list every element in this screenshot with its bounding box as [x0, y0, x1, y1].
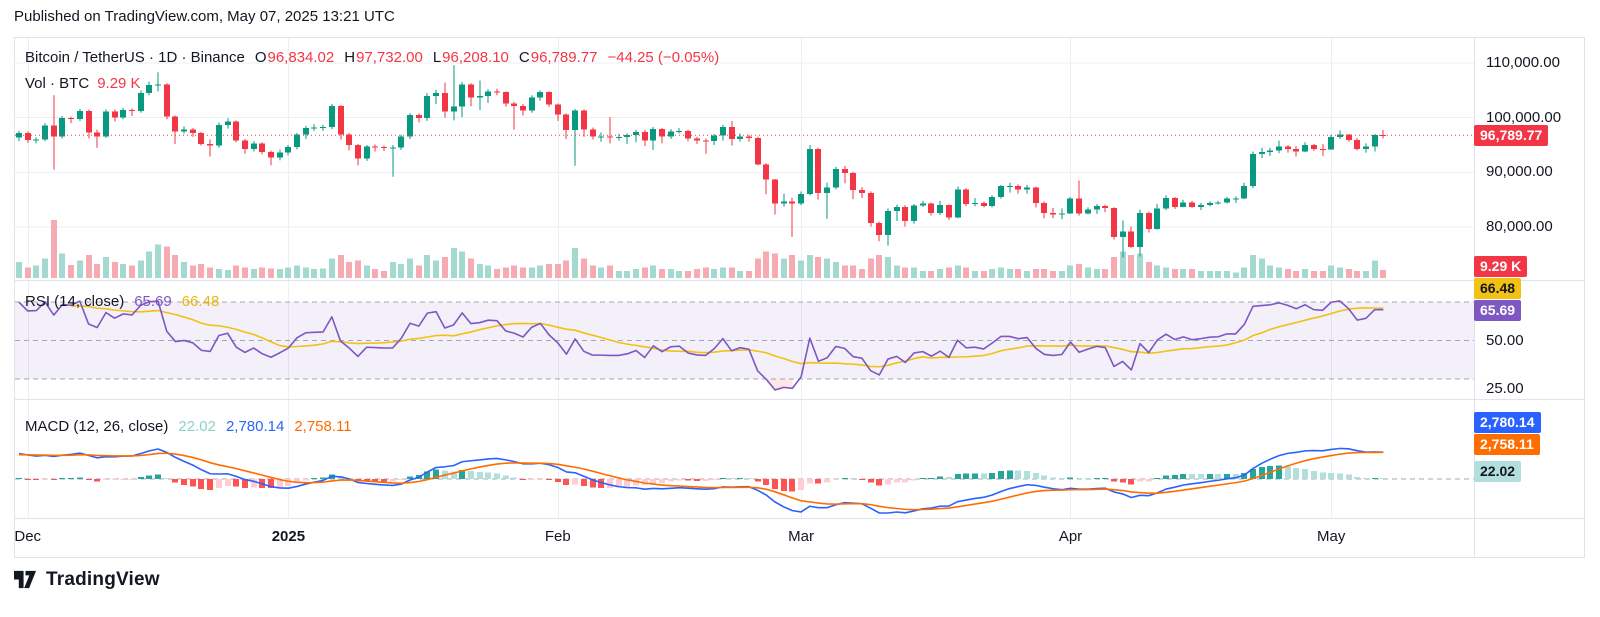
price-scale-tick: 90,000.00: [1486, 163, 1553, 181]
ohlc-high: H 97,732.00: [344, 49, 423, 66]
time-axis-label: May: [1317, 528, 1346, 545]
close-value: 96,789.77: [530, 49, 598, 66]
footer-brand[interactable]: TradingView: [14, 568, 160, 591]
macd-histogram-badge: 22.02: [1474, 461, 1522, 482]
macd-badge: 2,780.14: [1474, 412, 1541, 433]
last-price-badge: 96,789.77: [1474, 125, 1549, 146]
macd-label[interactable]: MACD (12, 26, close): [25, 418, 169, 435]
volume-badge: 9.29 K: [1474, 256, 1528, 277]
change-value: −44.25 (−0.05%): [607, 49, 720, 66]
chart-container[interactable]: Bitcoin / TetherUS · 1D · Binance O 96,8…: [14, 37, 1585, 558]
low-value: 96,208.10: [442, 49, 509, 66]
volume-legend: Vol · BTC 9.29 K: [25, 75, 141, 92]
open-value: 96,834.02: [267, 49, 335, 66]
rsi-ma-badge: 66.48: [1474, 278, 1522, 299]
rsi-badge: 65.69: [1474, 300, 1522, 321]
macd-value: 2,780.14: [225, 418, 285, 435]
ohlc-close: C 96,789.77: [518, 49, 598, 66]
rsi-ma-value: 66.48: [181, 293, 220, 310]
price-scale-tick: 100,000.00: [1486, 108, 1562, 126]
published-caption: Published on TradingView.com, May 07, 20…: [14, 8, 395, 25]
time-axis-label: Feb: [544, 528, 571, 545]
chart-canvas[interactable]: [15, 38, 1584, 557]
time-axis-label: Dec: [14, 528, 42, 545]
rsi-legend: RSI (14, close) 65.69 66.48: [25, 293, 219, 310]
volume-label[interactable]: Vol · BTC: [25, 75, 90, 92]
time-axis-label: Apr: [1058, 528, 1083, 545]
macd-histogram-value: 22.02: [178, 418, 216, 435]
tradingview-logo-icon: [14, 570, 37, 589]
symbol-legend: Bitcoin / TetherUS · 1D · Binance O 96,8…: [25, 49, 719, 66]
rsi-value: 65.69: [134, 293, 172, 310]
rsi-scale-tick: 50.00: [1486, 331, 1524, 349]
symbol-title[interactable]: Bitcoin / TetherUS · 1D · Binance: [25, 49, 245, 66]
rsi-scale-tick: 25.00: [1486, 379, 1524, 397]
ohlc-low: L 96,208.10: [432, 49, 509, 66]
price-scale-tick: 80,000.00: [1486, 218, 1553, 235]
volume-value: 9.29 K: [97, 75, 141, 92]
time-axis-label: Mar: [788, 528, 815, 545]
price-scale-tick: 110,000.00: [1486, 54, 1560, 71]
ohlc-open: O 96,834.02: [254, 49, 335, 66]
macd-signal-value: 2,758.11: [294, 418, 352, 435]
macd-signal-badge: 2,758.11: [1474, 434, 1540, 455]
high-value: 97,732.00: [356, 49, 423, 66]
rsi-label[interactable]: RSI (14, close): [25, 293, 125, 310]
macd-legend: MACD (12, 26, close) 22.02 2,780.14 2,75…: [25, 418, 352, 435]
brand-name: TradingView: [46, 568, 160, 590]
time-axis-label: 2025: [271, 528, 306, 545]
